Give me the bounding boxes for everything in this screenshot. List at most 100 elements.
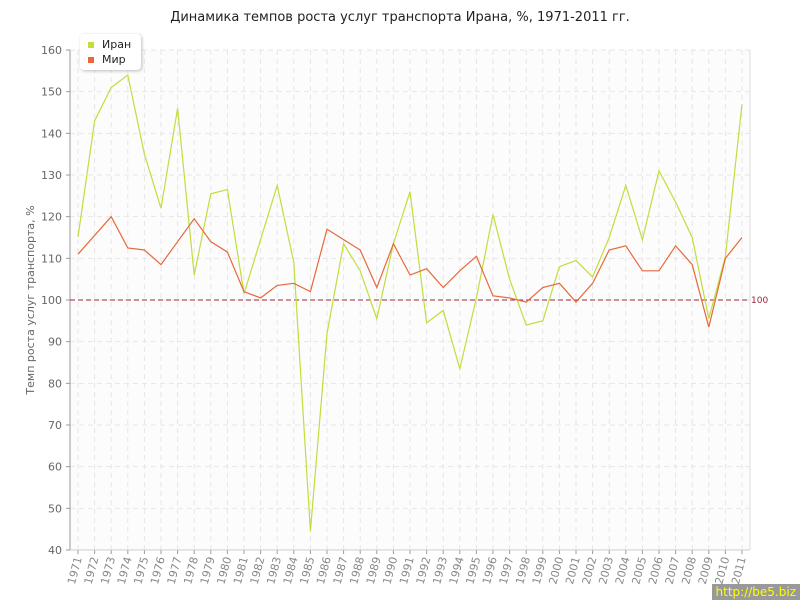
- data-point: [209, 240, 212, 243]
- data-point: [691, 263, 694, 266]
- data-point: [442, 286, 445, 289]
- data-point: [691, 236, 694, 239]
- data-point: [226, 251, 229, 254]
- data-point: [658, 269, 661, 272]
- data-point: [276, 284, 279, 287]
- data-point: [558, 265, 561, 268]
- data-point: [741, 103, 744, 106]
- data-point: [226, 188, 229, 191]
- data-point: [143, 249, 146, 252]
- y-tick-label: 100: [41, 294, 62, 307]
- data-point: [409, 190, 412, 193]
- y-tick-label: 160: [41, 44, 62, 57]
- data-point: [608, 236, 611, 239]
- data-point: [425, 267, 428, 270]
- y-axis-label: Темп роста услуг транспорта, %: [24, 205, 37, 395]
- data-point: [193, 217, 196, 220]
- data-point: [375, 317, 378, 320]
- data-point: [707, 317, 710, 320]
- data-point: [309, 530, 312, 533]
- watermark: http://be5.biz: [711, 584, 800, 600]
- data-point: [425, 321, 428, 324]
- data-point: [143, 153, 146, 156]
- data-point: [342, 242, 345, 245]
- y-tick-label: 60: [48, 461, 62, 474]
- data-point: [409, 274, 412, 277]
- data-point: [525, 324, 528, 327]
- data-point: [458, 367, 461, 370]
- y-tick-label: 90: [48, 336, 62, 349]
- data-point: [724, 257, 727, 260]
- data-point: [475, 296, 478, 299]
- data-point: [392, 242, 395, 245]
- series-line-1: [77, 215, 743, 328]
- chart-title: Динамика темпов роста услуг транспорта И…: [170, 10, 630, 25]
- data-point: [624, 244, 627, 247]
- data-point: [359, 269, 362, 272]
- y-tick-label: 120: [41, 211, 62, 224]
- data-point: [591, 276, 594, 279]
- data-point: [541, 319, 544, 322]
- data-point: [658, 169, 661, 172]
- data-point: [176, 107, 179, 110]
- data-point: [575, 301, 578, 304]
- data-point: [525, 301, 528, 304]
- data-point: [707, 326, 710, 329]
- legend-item-world[interactable]: Мир: [88, 52, 131, 67]
- data-point: [276, 184, 279, 187]
- legend-label: Мир: [102, 53, 126, 66]
- data-point: [375, 286, 378, 289]
- data-point: [326, 332, 329, 335]
- data-point: [77, 236, 80, 239]
- data-point: [674, 244, 677, 247]
- data-point: [110, 215, 113, 218]
- y-tick-label: 110: [41, 252, 62, 265]
- data-point: [558, 282, 561, 285]
- data-point: [160, 263, 163, 266]
- y-tick-label: 150: [41, 86, 62, 99]
- data-point: [624, 184, 627, 187]
- data-point: [110, 86, 113, 89]
- data-point: [741, 236, 744, 239]
- data-point: [160, 207, 163, 210]
- data-point: [126, 246, 129, 249]
- y-tick-label: 70: [48, 419, 62, 432]
- data-point: [292, 261, 295, 264]
- data-point: [641, 238, 644, 241]
- data-point: [326, 228, 329, 231]
- data-point: [641, 269, 644, 272]
- data-point: [292, 282, 295, 285]
- data-point: [674, 201, 677, 204]
- y-tick-label: 40: [48, 544, 62, 557]
- data-point: [309, 290, 312, 293]
- data-point: [458, 269, 461, 272]
- data-point: [259, 238, 262, 241]
- data-point: [492, 294, 495, 297]
- data-point: [492, 213, 495, 216]
- data-point: [591, 282, 594, 285]
- legend: Иран Мир: [80, 34, 142, 70]
- data-point: [126, 74, 129, 77]
- y-tick-label: 50: [48, 502, 62, 515]
- data-point: [243, 290, 246, 293]
- y-tick-label: 130: [41, 169, 62, 182]
- data-point: [193, 274, 196, 277]
- x-tick-label: 2011: [729, 555, 749, 585]
- data-point: [93, 119, 96, 122]
- data-point: [475, 255, 478, 258]
- data-point: [359, 249, 362, 252]
- legend-label: Иран: [102, 38, 132, 51]
- data-point: [93, 234, 96, 237]
- data-point: [342, 238, 345, 241]
- data-point: [77, 253, 80, 256]
- legend-item-iran[interactable]: Иран: [88, 37, 131, 52]
- data-point: [608, 249, 611, 252]
- data-point: [259, 296, 262, 299]
- legend-swatch: [88, 41, 94, 48]
- y-tick-label: 140: [41, 127, 62, 140]
- reference-line-label: 100: [751, 296, 768, 306]
- data-point: [508, 296, 511, 299]
- data-point: [442, 309, 445, 312]
- legend-swatch: [88, 56, 94, 63]
